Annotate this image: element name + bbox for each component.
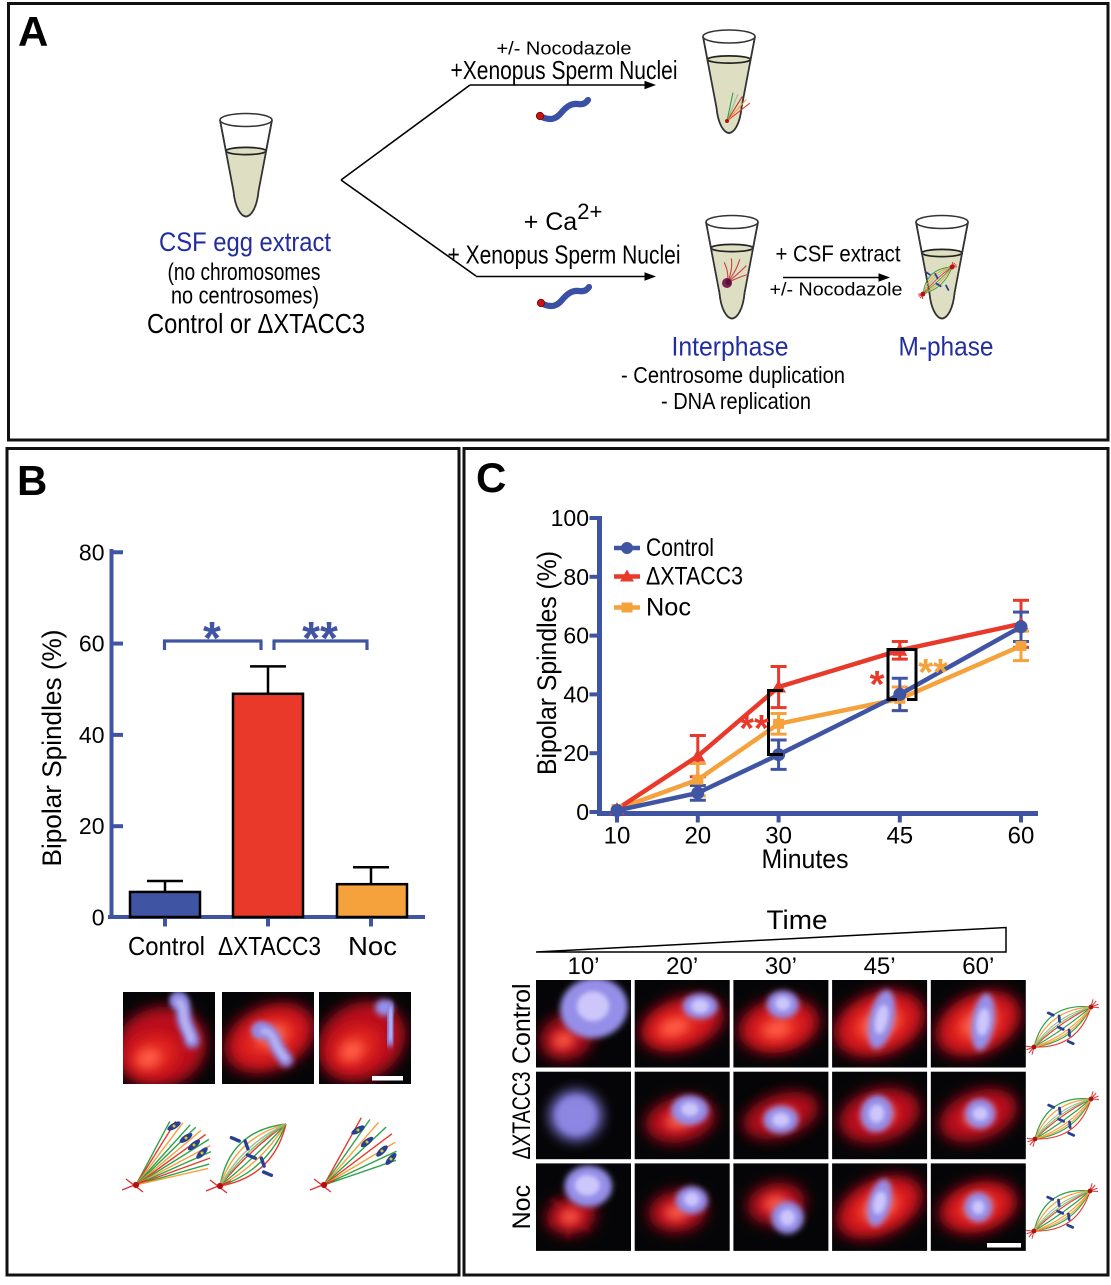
svg-text:60’: 60’ xyxy=(962,953,994,980)
svg-text:Noc: Noc xyxy=(646,594,691,622)
svg-text:Control: Control xyxy=(508,983,536,1064)
svg-text:B: B xyxy=(17,457,47,504)
svg-text:Minutes: Minutes xyxy=(762,844,849,874)
svg-text:ΔXTACC3: ΔXTACC3 xyxy=(508,1071,536,1159)
svg-text:20’: 20’ xyxy=(666,953,698,980)
svg-text:Control: Control xyxy=(646,534,714,562)
svg-text:no centrosomes): no centrosomes) xyxy=(171,283,319,310)
svg-text:Control: Control xyxy=(128,931,205,961)
svg-text:A: A xyxy=(18,8,48,55)
svg-text:60: 60 xyxy=(1008,823,1035,850)
svg-text:40: 40 xyxy=(563,681,589,707)
svg-text:20: 20 xyxy=(684,823,711,850)
svg-text:Interphase: Interphase xyxy=(672,332,789,362)
svg-text:60: 60 xyxy=(563,623,589,649)
svg-text:M-phase: M-phase xyxy=(899,332,994,362)
svg-text:+ CSF extract: + CSF extract xyxy=(776,241,902,267)
svg-text:Control or ΔXTACC3: Control or ΔXTACC3 xyxy=(147,308,365,339)
svg-text:ΔXTACC3: ΔXTACC3 xyxy=(218,931,321,961)
svg-text:10: 10 xyxy=(604,823,631,850)
svg-text:CSF egg extract: CSF egg extract xyxy=(159,227,331,257)
svg-text:20: 20 xyxy=(563,740,589,766)
svg-text:*: * xyxy=(870,664,885,706)
svg-text:30’: 30’ xyxy=(765,953,797,980)
svg-text:Noc: Noc xyxy=(348,931,397,961)
svg-text:60: 60 xyxy=(79,631,105,657)
svg-text:80: 80 xyxy=(563,564,589,590)
svg-text:0: 0 xyxy=(576,799,589,825)
svg-text:Bipolar Spindles (%): Bipolar Spindles (%) xyxy=(37,630,67,867)
svg-text:40: 40 xyxy=(79,722,105,748)
svg-text:Time: Time xyxy=(767,905,828,935)
svg-text:45: 45 xyxy=(886,823,913,850)
svg-text:*: * xyxy=(203,612,221,664)
svg-text:80: 80 xyxy=(79,539,105,565)
svg-text:Bipolar Spindles (%): Bipolar Spindles (%) xyxy=(532,551,562,775)
svg-text:20: 20 xyxy=(79,813,105,839)
svg-text:- Centrosome duplication: - Centrosome duplication xyxy=(621,362,845,388)
svg-text:+/- Nocodazole: +/- Nocodazole xyxy=(770,280,903,300)
svg-text:**: ** xyxy=(302,612,338,664)
svg-text:**: ** xyxy=(918,652,948,694)
svg-text:45’: 45’ xyxy=(864,953,896,980)
svg-text:+ Xenopus Sperm Nuclei: + Xenopus Sperm Nuclei xyxy=(448,240,681,270)
svg-text:0: 0 xyxy=(92,905,105,931)
svg-text:ΔXTACC3: ΔXTACC3 xyxy=(646,563,743,591)
svg-text:Noc: Noc xyxy=(508,1185,536,1229)
svg-text:- DNA replication: - DNA replication xyxy=(661,388,811,414)
svg-text:100: 100 xyxy=(551,505,589,531)
svg-text:+Xenopus Sperm Nuclei: +Xenopus Sperm Nuclei xyxy=(451,55,678,85)
svg-text:**: ** xyxy=(739,708,769,750)
svg-text:10’: 10’ xyxy=(567,953,599,980)
svg-text:C: C xyxy=(476,454,506,501)
